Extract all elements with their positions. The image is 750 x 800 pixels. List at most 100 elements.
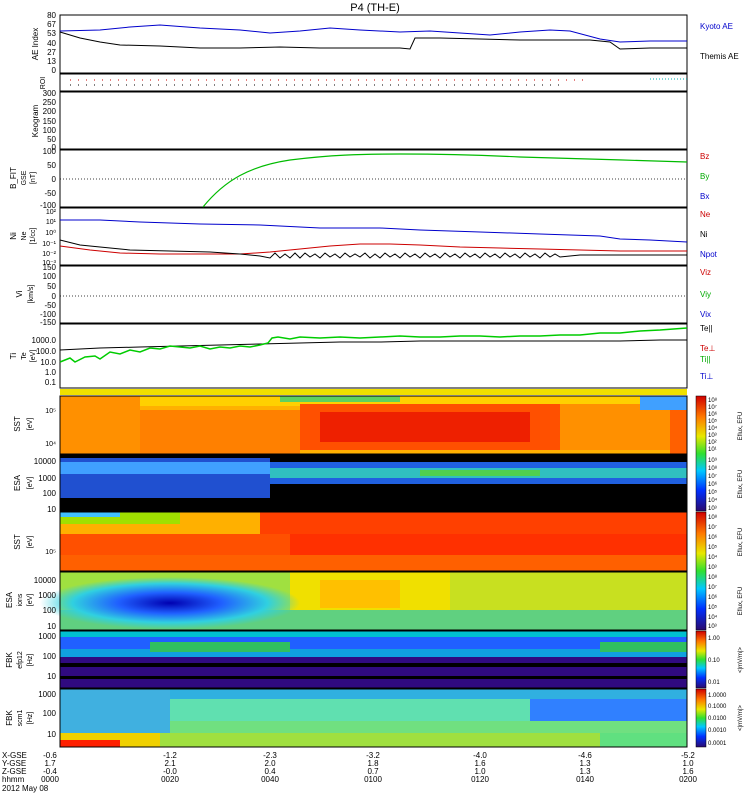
legend-themis-ae: Themis AE — [700, 52, 739, 61]
temp-tick: 1.0 — [45, 368, 57, 377]
legend-kyoto-ae: Kyoto AE — [700, 22, 733, 31]
temp-tick: 100.0 — [36, 347, 57, 356]
colorbars: 10⁸ 10⁷ 10⁶ 10⁵ 10⁴ 10³ 10² 10¹ 10⁹ 10⁸ … — [695, 395, 744, 748]
x-col6-z: 1.6 — [682, 767, 694, 776]
esa-e-tick: 100 — [43, 489, 57, 498]
sst-e-cbar-tick: 10¹ — [708, 447, 717, 453]
temp-tick: 1000.0 — [32, 336, 57, 345]
bfield-tick: 50 — [47, 161, 56, 170]
x-col2-t: 0040 — [261, 775, 279, 784]
x-col6-x: -5.2 — [681, 751, 695, 760]
fbk-e-tick: 1000 — [38, 632, 56, 641]
legend-viy: Viy — [700, 290, 711, 299]
sst-e-sub1: [eV] — [27, 418, 34, 431]
fbk-e-cbar-tick: 0.10 — [708, 658, 720, 664]
esa-e-cbar-tick: 10⁵ — [708, 489, 718, 496]
velocity-tick: 0 — [52, 292, 57, 301]
sst-i-cbar-tick: 10⁴ — [708, 554, 718, 561]
x-row-label: Z-GSE — [2, 767, 26, 776]
velocity-sub1: [km/s] — [28, 285, 35, 304]
keogram-tick: 150 — [43, 117, 57, 126]
sst-i-cbar-tick: 10³ — [708, 565, 717, 571]
legend-viz: Viz — [700, 268, 711, 277]
ti-line — [59, 327, 688, 363]
bfield-tick: 100 — [43, 147, 57, 156]
npot-line — [59, 239, 687, 259]
themis-ae-line — [59, 31, 687, 50]
density-tick: 10⁰ — [45, 229, 56, 237]
x-col6-y: 1.0 — [682, 759, 694, 768]
fbk-e-cbar-unit: <|mV/m|> — [738, 647, 744, 673]
temp-sub2: [eV] — [30, 350, 37, 363]
velocity-tick: 100 — [43, 272, 57, 281]
fbk-e-tick: 10 — [47, 672, 56, 681]
fbk-b-sub1: scm1 — [17, 710, 24, 727]
sst-e-ylabel: SST — [13, 416, 22, 432]
sst-i-cbar-tick: 10⁸ — [708, 514, 718, 521]
x-col4-t: 0120 — [471, 775, 489, 784]
plot-title: P4 (TH-E) — [350, 2, 400, 14]
sst-e-cbar-unit: Eflux, EFU — [738, 412, 744, 441]
fbk-b-sub2: [Hz] — [27, 712, 34, 725]
legend-npot: Npot — [700, 250, 718, 259]
esa-i-sub2: [eV] — [27, 594, 34, 607]
esa-e-cbar-unit: Eflux, EFU — [738, 470, 744, 499]
legend-ti-par: Ti|| — [700, 355, 711, 364]
ae-tick: 53 — [47, 29, 56, 38]
bfield-sub1: GSE — [21, 170, 28, 185]
x-col3-y: 1.8 — [367, 759, 379, 768]
fbk-b-cbar-tick: 1.0000 — [708, 693, 727, 699]
temp-sub1: Te — [21, 352, 28, 360]
bfield-tick: 0 — [52, 175, 57, 184]
keogram-tick: 0 — [52, 143, 57, 152]
ae-tick: 27 — [47, 48, 56, 57]
esa-i-tick: 10000 — [34, 576, 57, 585]
x-col1-x: -1.2 — [163, 751, 177, 760]
sst-e-cbar-tick: 10³ — [708, 433, 717, 439]
sst-ion-panel: SST [eV] 10⁵ — [13, 511, 688, 572]
velocity-tick: -100 — [40, 310, 57, 319]
legend-te-perp: Te⊥ — [700, 344, 715, 353]
ae-tick: 67 — [47, 20, 56, 29]
sst-e-cbar-tick: 10⁶ — [708, 411, 718, 418]
sst-i-sub1: [eV] — [27, 536, 34, 549]
density-sub2: [1/cc] — [30, 228, 37, 245]
keogram-tick: 200 — [43, 107, 57, 116]
fbk-b-cbar-tick: 0.0001 — [708, 741, 727, 747]
esa-e-tick: 10 — [47, 505, 56, 514]
density-ylabel: Ni — [9, 232, 18, 240]
esa-e-ylabel: ESA — [13, 474, 22, 491]
esa-i-tick: 10 — [47, 622, 56, 631]
esa-i-cbar-tick: 10⁶ — [708, 594, 718, 601]
sst-i-cbar-tick: 10⁷ — [708, 524, 717, 531]
esa-i-cbar-tick: 10³ — [708, 624, 717, 630]
sst-e-cbar-tick: 10⁸ — [708, 397, 718, 404]
fbk-e-tick: 100 — [43, 652, 57, 661]
temperature-panel: Ti Te [eV] 1000.0 100.0 10.0 1.0 0.1 Te|… — [9, 323, 715, 389]
ae-tick: 0 — [52, 66, 57, 75]
fbk-e-panel: FBK efp12 [Hz] 1000 100 10 — [5, 630, 688, 689]
by-line — [202, 153, 688, 208]
ne-line — [59, 243, 687, 255]
esa-i-cbar-tick: 10⁸ — [708, 574, 718, 581]
ae-tick: 80 — [47, 11, 56, 20]
fbk-e-cbar-tick: 0.01 — [708, 680, 720, 686]
keogram-panel: Keogram 300 250 200 150 100 50 0 — [31, 89, 688, 152]
density-sub1: Ne — [21, 231, 28, 240]
temp-tick: 0.1 — [45, 378, 57, 387]
sst-electron-panel: SST [eV] 10⁵ 10⁴ — [13, 395, 688, 455]
bfield-tick: -50 — [44, 189, 56, 198]
esa-e-tick: 10000 — [34, 457, 57, 466]
legend-ni: Ni — [700, 230, 708, 239]
legend-te-par: Te|| — [700, 324, 713, 333]
bfield-tick: -100 — [40, 201, 57, 210]
sst-i-cbar-tick: 10⁶ — [708, 534, 718, 541]
ni-line — [60, 219, 688, 243]
x-col6-t: 0200 — [679, 775, 697, 784]
x-col0-z: -0.4 — [43, 767, 57, 776]
ae-panel: AE Index 80 67 53 40 27 13 0 Kyoto AE Th… — [31, 11, 739, 75]
density-tick: 10⁻¹ — [42, 241, 56, 248]
fbk-b-panel: FBK scm1 [Hz] 1000 100 10 — [5, 688, 688, 748]
esa-i-cbar-tick: 10⁵ — [708, 604, 718, 611]
legend-ne: Ne — [700, 210, 711, 219]
